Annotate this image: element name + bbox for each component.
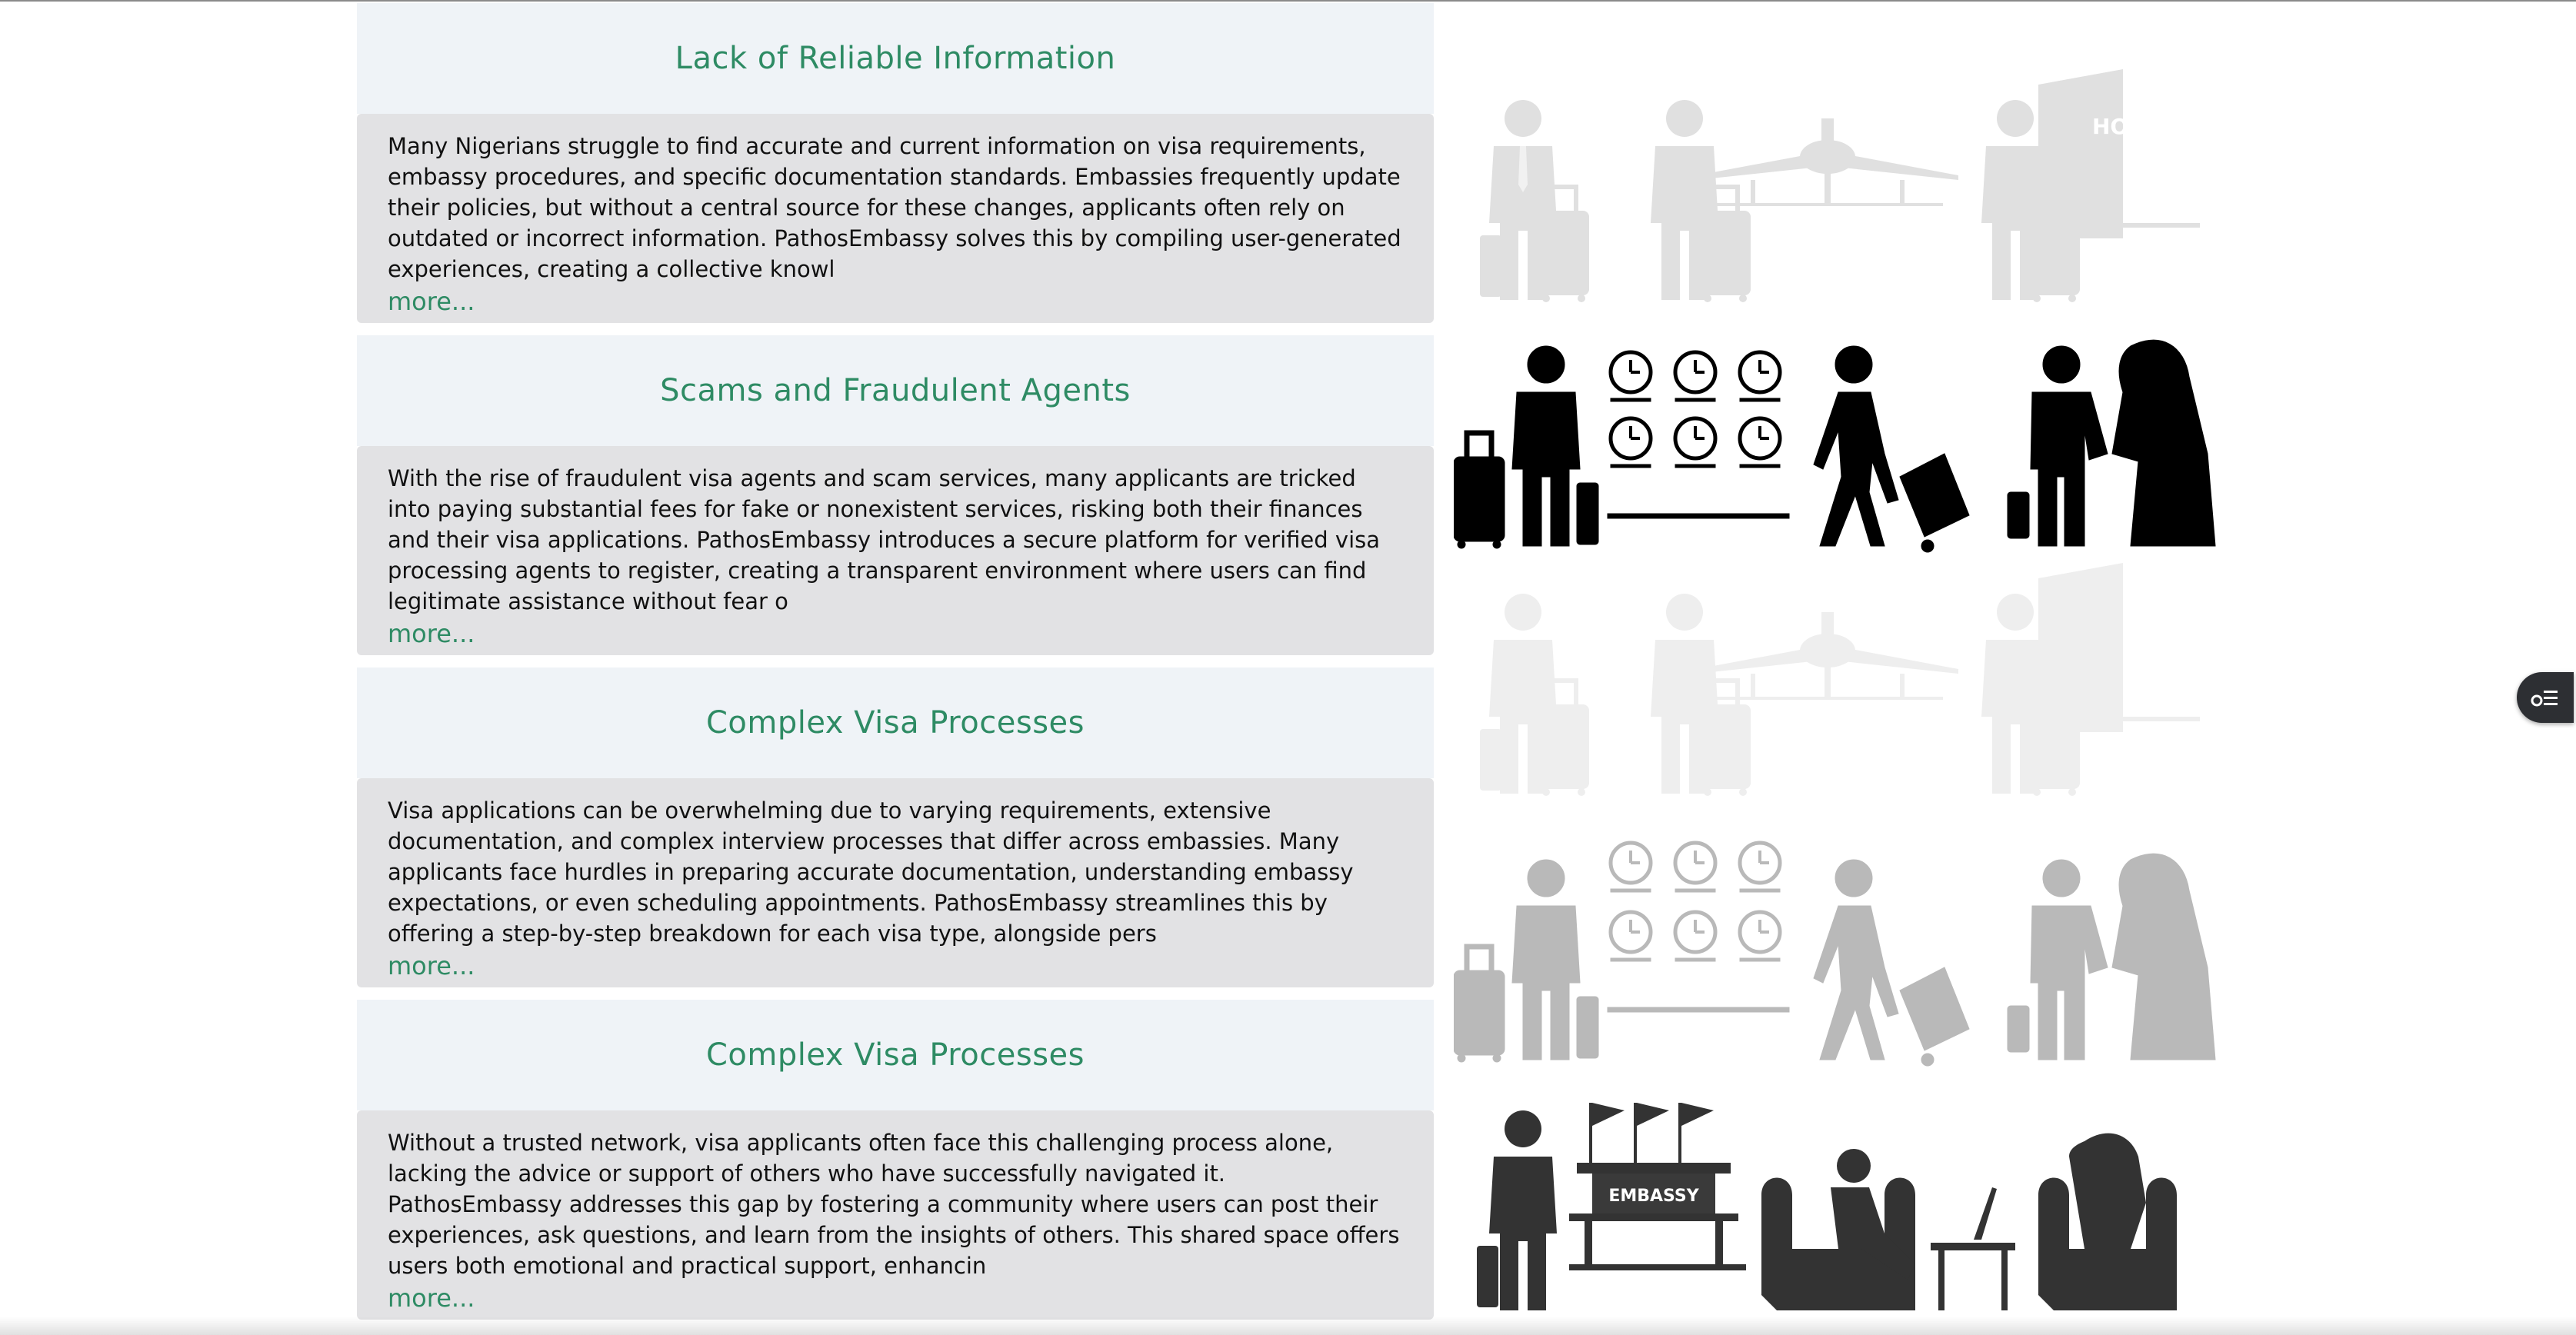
travel-pictogram-illustration: HOTEL	[1454, 69, 2216, 1310]
travel-row-faint	[1480, 563, 2200, 796]
problems-list: Lack of Reliable Information Many Nigeri…	[357, 3, 1434, 1332]
section-title: Scams and Fraudulent Agents	[660, 373, 1131, 408]
section-description: Many Nigerians struggle to find accurate…	[388, 133, 1401, 282]
hotel-sign-text: HOTEL	[2092, 114, 2171, 139]
section-description: With the rise of fraudulent visa agents …	[388, 465, 1381, 614]
section-description-box: Many Nigerians struggle to find accurate…	[357, 114, 1434, 323]
section-title: Lack of Reliable Information	[675, 41, 1116, 76]
section-description-box: Without a trusted network, visa applican…	[357, 1110, 1434, 1320]
travel-row-grey	[1454, 843, 2216, 1067]
section-title: Complex Visa Processes	[705, 1037, 1085, 1073]
menu-toggle-icon	[2531, 691, 2558, 707]
more-link[interactable]: more...	[388, 287, 475, 316]
embassy-building: EMBASSY	[1569, 1103, 1746, 1270]
more-link[interactable]: more...	[388, 619, 475, 648]
more-link[interactable]: more...	[388, 951, 475, 980]
meeting-scene	[1761, 1133, 2177, 1310]
more-link[interactable]: more...	[388, 1283, 475, 1313]
section-description-box: Visa applications can be overwhelming du…	[357, 778, 1434, 987]
section-title-band: Scams and Fraudulent Agents	[357, 335, 1434, 446]
section-description: Without a trusted network, visa applican…	[388, 1130, 1400, 1279]
floating-menu-button[interactable]	[2517, 672, 2574, 723]
travel-row-dark: EMBASSY	[1477, 1103, 2177, 1310]
travel-row-light-1: HOTEL	[1480, 69, 2200, 302]
travel-row-black-1	[1454, 339, 2216, 553]
problem-section-4: Complex Visa Processes Without a trusted…	[357, 1000, 1434, 1332]
section-description: Visa applications can be overwhelming du…	[388, 797, 1354, 947]
section-title-band: Lack of Reliable Information	[357, 3, 1434, 114]
section-title-band: Complex Visa Processes	[357, 668, 1434, 778]
section-title-band: Complex Visa Processes	[357, 1000, 1434, 1110]
section-description-box: With the rise of fraudulent visa agents …	[357, 446, 1434, 655]
section-title: Complex Visa Processes	[705, 705, 1085, 741]
problem-section-3: Complex Visa Processes Visa applications…	[357, 668, 1434, 1000]
problem-section-1: Lack of Reliable Information Many Nigeri…	[357, 3, 1434, 335]
problem-section-2: Scams and Fraudulent Agents With the ris…	[357, 335, 1434, 668]
bottom-edge-shadow	[0, 1317, 2576, 1335]
embassy-sign-text: EMBASSY	[1608, 1187, 1699, 1206]
